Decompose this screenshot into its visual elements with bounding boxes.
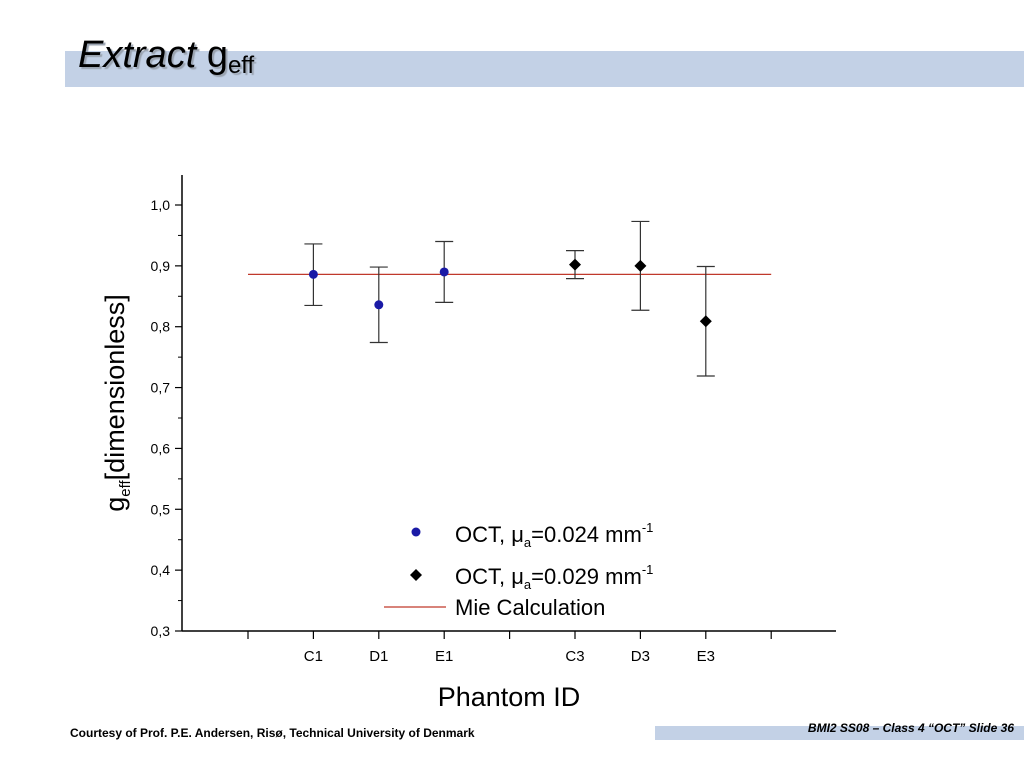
x-tick-label: D3 bbox=[631, 648, 650, 665]
footer-band bbox=[655, 726, 1024, 740]
x-axis-label: Phantom ID bbox=[438, 682, 581, 712]
legend-label-series-2: OCT, μa=0.029 mm-1 bbox=[455, 562, 653, 592]
y-tick-label: 1,0 bbox=[151, 197, 171, 213]
slide-title-subscript: eff bbox=[227, 52, 255, 79]
chart-axes bbox=[181, 175, 836, 632]
x-tick-label: E3 bbox=[697, 648, 715, 665]
data-point-circle bbox=[374, 300, 384, 310]
y-tick-label: 0,4 bbox=[151, 562, 171, 578]
footer-credit: Courtesy of Prof. P.E. Andersen, Risø, T… bbox=[70, 726, 475, 740]
data-point-diamond bbox=[634, 259, 647, 272]
data-point-circle bbox=[308, 269, 318, 279]
y-tick-label: 0,3 bbox=[151, 623, 171, 639]
legend-label-mie: Mie Calculation bbox=[455, 595, 605, 620]
y-tick-label: 0,5 bbox=[151, 501, 171, 517]
x-tick-label: C1 bbox=[304, 648, 323, 665]
title-band bbox=[65, 51, 1024, 87]
y-axis-label: geff[dimensionless] bbox=[100, 294, 134, 512]
legend-label-series-1: OCT, μa=0.024 mm-1 bbox=[455, 520, 653, 550]
x-tick-label: E1 bbox=[435, 648, 453, 665]
data-point-circle bbox=[439, 267, 449, 277]
y-tick-label: 0,9 bbox=[151, 258, 171, 274]
y-axis-label-subscript: eff bbox=[117, 479, 134, 496]
y-tick-label: 0,8 bbox=[151, 319, 171, 335]
chart-legend: OCT, μa=0.024 mm-1 OCT, μa=0.029 mm-1 Mi… bbox=[384, 520, 653, 620]
chart-marks bbox=[248, 220, 772, 377]
x-tick-label: D1 bbox=[369, 648, 388, 665]
legend-marker-circle bbox=[411, 527, 421, 537]
legend-marker-diamond bbox=[410, 569, 422, 581]
y-axis-label-symbol: g bbox=[100, 497, 130, 512]
chart-ticks: 0,3 0,4 0,5 0,6 0,7 0,8 0,9 1,0 C1 D1 E1 C3 D3 E3 bbox=[151, 197, 772, 665]
x-tick-label: C3 bbox=[565, 648, 584, 665]
slide-title-symbol: g bbox=[206, 34, 228, 76]
data-point-diamond bbox=[699, 315, 712, 328]
data-point-diamond bbox=[569, 258, 581, 271]
y-tick-label: 0,7 bbox=[151, 380, 171, 396]
y-axis-label-text: [dimensionless] bbox=[100, 294, 130, 480]
y-tick-label: 0,6 bbox=[151, 440, 171, 456]
slide-title-main: Extract bbox=[78, 34, 197, 76]
footer-slide-number: BMI2 SS08 – Class 4 “OCT” Slide 36 bbox=[807, 721, 1014, 735]
slide-title: Extract geff bbox=[78, 34, 254, 80]
